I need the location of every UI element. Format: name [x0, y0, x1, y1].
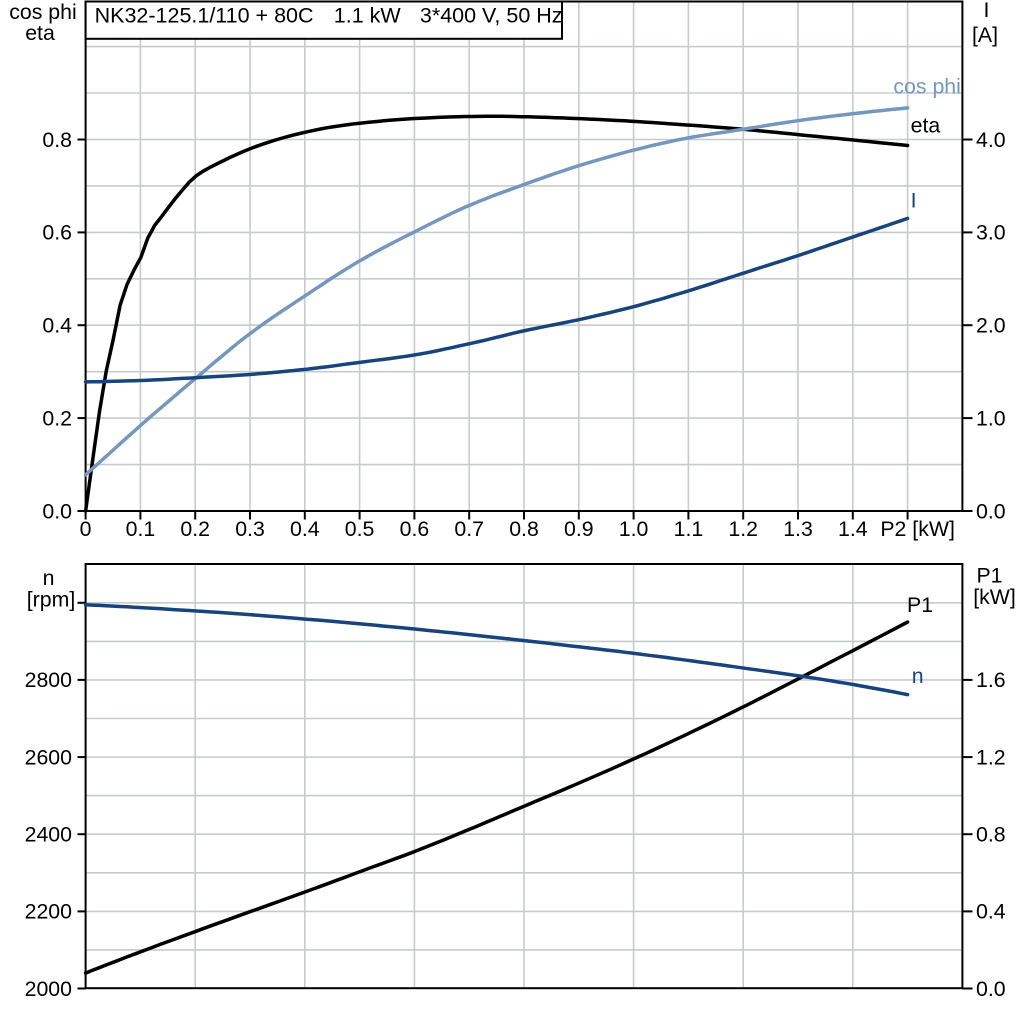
svg-text:n: n: [43, 566, 55, 590]
svg-text:0.8: 0.8: [42, 128, 72, 152]
svg-text:0.4: 0.4: [290, 517, 320, 541]
svg-text:NK32-125.1/110 + 80C: NK32-125.1/110 + 80C: [95, 3, 314, 27]
svg-text:n: n: [912, 664, 924, 688]
svg-text:2400: 2400: [25, 823, 73, 847]
svg-text:0: 0: [80, 517, 92, 541]
svg-text:1.2: 1.2: [728, 517, 758, 541]
svg-text:1.0: 1.0: [976, 406, 1006, 430]
svg-text:0.7: 0.7: [454, 517, 484, 541]
svg-text:0.3: 0.3: [235, 517, 265, 541]
svg-text:2600: 2600: [25, 745, 73, 769]
svg-text:1.1: 1.1: [674, 517, 704, 541]
svg-text:4.0: 4.0: [976, 128, 1006, 152]
svg-text:P1: P1: [907, 593, 933, 617]
svg-text:I: I: [911, 189, 917, 213]
svg-text:0.6: 0.6: [42, 221, 72, 245]
svg-text:0.0: 0.0: [976, 499, 1006, 523]
svg-text:3*400 V, 50 Hz: 3*400 V, 50 Hz: [420, 3, 563, 27]
svg-text:0.4: 0.4: [42, 314, 72, 338]
svg-text:2200: 2200: [25, 900, 73, 924]
svg-text:1.4: 1.4: [838, 517, 868, 541]
svg-text:0.5: 0.5: [345, 517, 375, 541]
svg-text:0.0: 0.0: [42, 499, 72, 523]
svg-text:I: I: [984, 0, 990, 22]
svg-text:P2 [kW]: P2 [kW]: [880, 517, 955, 541]
svg-text:0.8: 0.8: [976, 823, 1006, 847]
svg-text:0.8: 0.8: [509, 517, 539, 541]
svg-text:cos phi: cos phi: [9, 0, 76, 24]
svg-text:2.0: 2.0: [976, 314, 1006, 338]
svg-text:0.2: 0.2: [42, 406, 72, 430]
svg-text:1.6: 1.6: [976, 668, 1006, 692]
svg-text:0.1: 0.1: [126, 517, 156, 541]
svg-text:cos phi: cos phi: [893, 75, 960, 99]
svg-text:1.2: 1.2: [976, 745, 1006, 769]
svg-text:0.6: 0.6: [400, 517, 430, 541]
svg-text:[rpm]: [rpm]: [27, 588, 76, 612]
svg-text:[A]: [A]: [972, 23, 998, 47]
svg-text:eta: eta: [911, 113, 941, 137]
svg-text:0.0: 0.0: [976, 977, 1006, 1001]
svg-text:0.4: 0.4: [976, 900, 1006, 924]
svg-text:3.0: 3.0: [976, 221, 1006, 245]
svg-text:1.3: 1.3: [783, 517, 813, 541]
svg-text:P1: P1: [976, 564, 1002, 588]
svg-text:0.2: 0.2: [180, 517, 210, 541]
svg-text:1.1 kW: 1.1 kW: [334, 3, 402, 27]
svg-text:eta: eta: [25, 21, 55, 45]
svg-text:1.0: 1.0: [619, 517, 649, 541]
svg-text:[kW]: [kW]: [973, 585, 1016, 609]
svg-text:2000: 2000: [25, 977, 73, 1001]
svg-text:0.9: 0.9: [564, 517, 594, 541]
svg-text:2800: 2800: [25, 668, 73, 692]
